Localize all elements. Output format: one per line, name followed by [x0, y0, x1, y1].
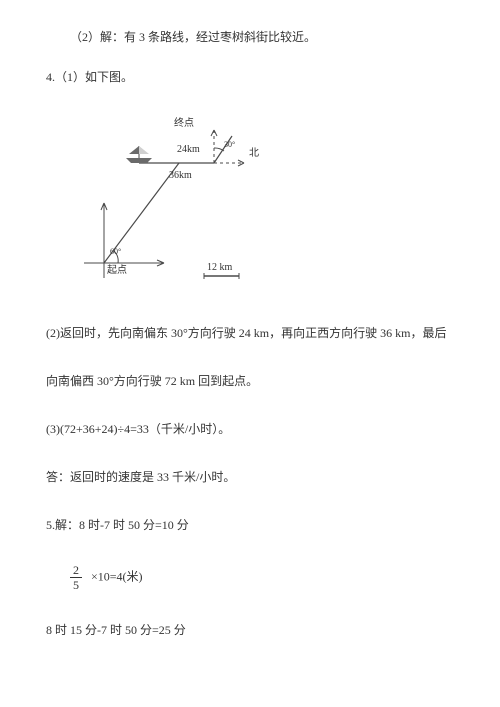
paragraph-time2: 8 时 15 分-7 时 50 分=25 分 [46, 621, 454, 639]
label-24km: 24km [177, 144, 200, 155]
label-60deg: 60° [110, 247, 121, 256]
fraction-numerator: 2 [70, 564, 82, 578]
paragraph-answer: 答：返回时的速度是 33 千米/小时。 [46, 468, 454, 486]
label-end: 终点 [174, 116, 194, 129]
fraction-expression: 2 5 ×10=4(米) [46, 564, 454, 591]
fraction: 2 5 [70, 564, 82, 591]
label-start: 起点 [107, 264, 127, 276]
label-scale: 12 km [207, 262, 233, 273]
label-30deg: 30° [224, 140, 235, 149]
label-north: 北 [249, 147, 259, 159]
paragraph-solution2: （2）解：有 3 条路线，经过枣树斜街比较近。 [46, 28, 454, 46]
fraction-tail: ×10=4(米) [88, 569, 143, 583]
fraction-denominator: 5 [70, 578, 82, 591]
paragraph-q4-2b: 向南偏西 30°方向行驶 72 km 回到起点。 [46, 372, 454, 390]
label-36km: 36km [169, 170, 192, 181]
paragraph-q4-2a: (2)返回时，先向南偏东 30°方向行驶 24 km，再向正西方向行驶 36 k… [46, 324, 454, 342]
paragraph-q4-3: (3)(72+36+24)÷4=33（千米/小时）。 [46, 420, 454, 438]
route-diagram: 终点 北 24km 30° 36km 60° 起点 12 km [74, 108, 454, 298]
paragraph-q4-1: 4.（1）如下图。 [46, 68, 454, 86]
paragraph-q5: 5.解：8 时-7 时 50 分=10 分 [46, 516, 454, 534]
